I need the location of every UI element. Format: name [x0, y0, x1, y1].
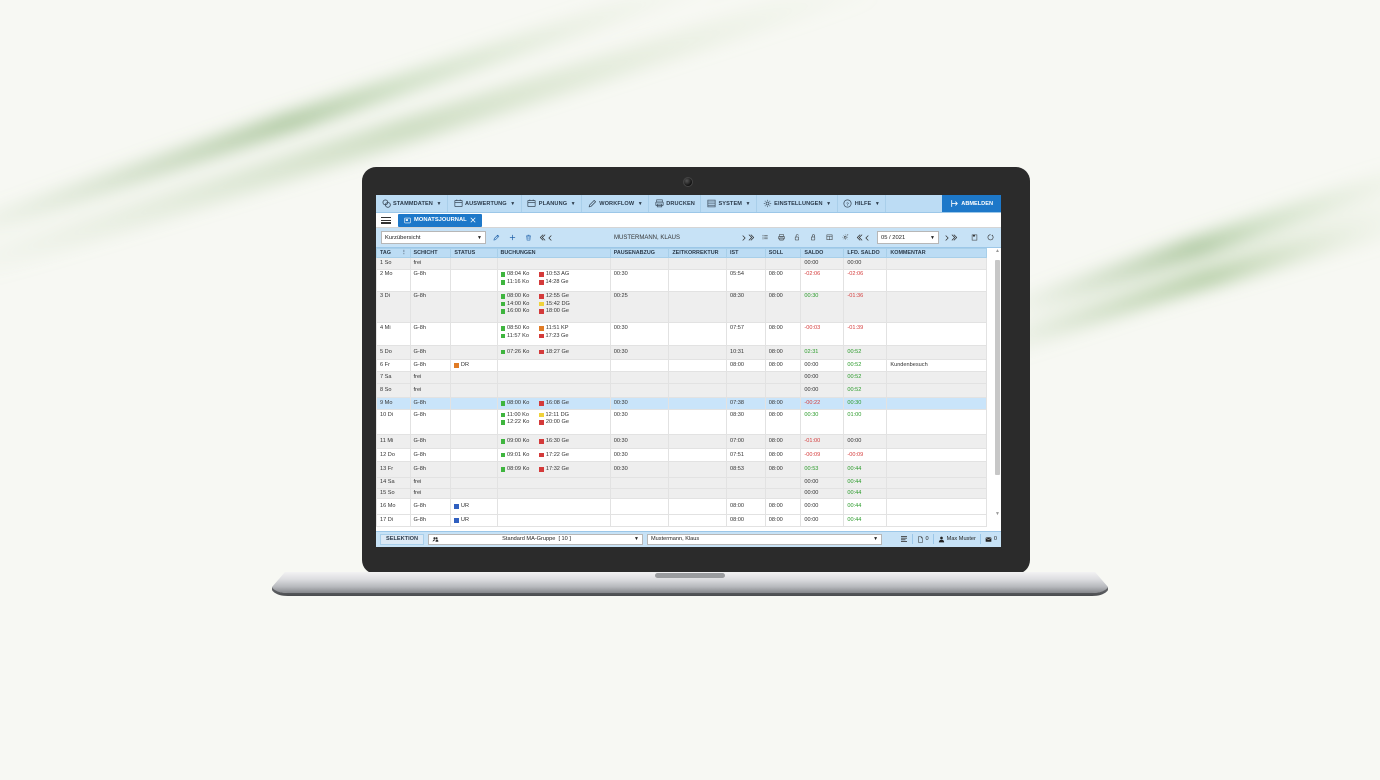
svg-text:?: ? [846, 201, 849, 206]
